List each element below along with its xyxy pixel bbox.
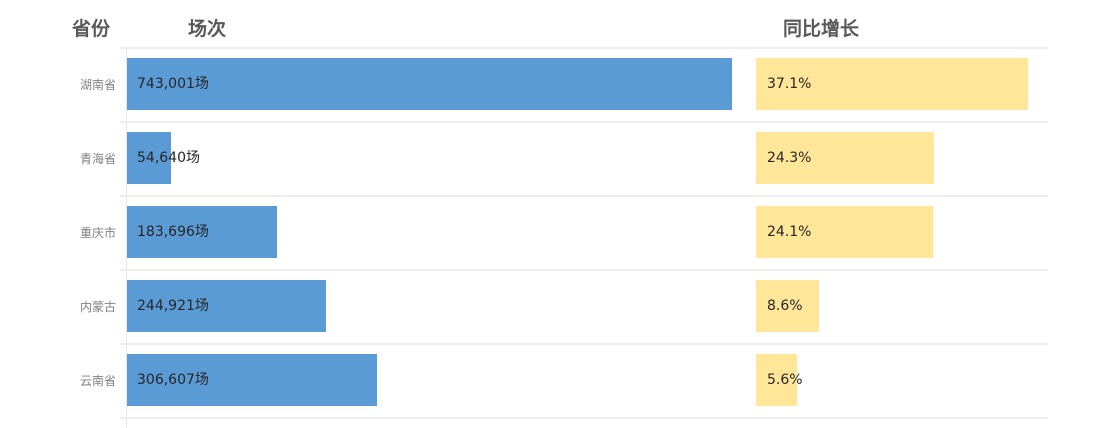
row-separator <box>120 195 1048 197</box>
category-label: 内蒙古 <box>79 300 116 314</box>
row-separator <box>120 343 1048 345</box>
sessions-bar <box>127 132 172 184</box>
sessions-bar <box>127 58 732 110</box>
row-separator <box>120 269 1048 271</box>
sessions-label: 306,607场 <box>137 372 209 388</box>
yoy-bar <box>756 132 935 184</box>
row-separator <box>120 47 1048 49</box>
row-separator <box>120 121 1048 123</box>
header-yoy: 同比增长 <box>783 18 860 40</box>
header-sessions: 场次 <box>188 18 227 40</box>
sessions-label: 244,921场 <box>137 298 209 314</box>
yoy-bar <box>756 354 798 406</box>
sessions-bar <box>127 354 377 406</box>
category-label: 青海省 <box>79 152 116 166</box>
sessions-bar <box>127 206 277 258</box>
yoy-bar <box>756 58 1028 110</box>
sessions-label: 743,001场 <box>137 76 209 92</box>
yoy-label: 5.6% <box>767 372 803 388</box>
category-label: 湖南省 <box>79 78 116 92</box>
category-label: 云南省 <box>79 374 116 388</box>
sessions-label: 183,696场 <box>137 224 209 240</box>
yoy-bar <box>756 206 933 258</box>
header-province: 省份 <box>72 18 111 40</box>
row-separator <box>120 417 1048 419</box>
category-axis <box>126 47 127 428</box>
yoy-label: 37.1% <box>767 76 812 92</box>
yoy-label: 24.3% <box>767 150 812 166</box>
sessions-label: 54,640场 <box>137 150 200 166</box>
yoy-bar <box>756 280 820 332</box>
yoy-label: 8.6% <box>767 298 803 314</box>
yoy-label: 24.1% <box>767 224 812 240</box>
category-label: 重庆市 <box>79 226 116 240</box>
sessions-bar <box>127 280 327 332</box>
